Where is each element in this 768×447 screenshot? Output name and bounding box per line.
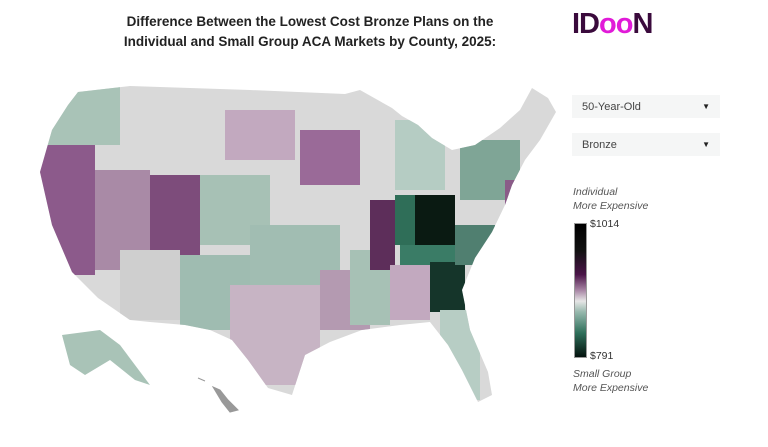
age-select[interactable]: 50-Year-Old ▼ bbox=[572, 95, 720, 118]
legend-max-label: $1014 bbox=[590, 218, 620, 230]
chevron-down-icon: ▼ bbox=[702, 102, 710, 111]
legend-bottom-label: Small Group More Expensive bbox=[573, 368, 649, 394]
legend-top-label: Individual More Expensive bbox=[573, 186, 649, 212]
title-line-2: Individual and Small Group ACA Markets b… bbox=[123, 34, 497, 49]
legend-min-label: $791 bbox=[590, 350, 614, 362]
age-select-value: 50-Year-Old bbox=[582, 100, 641, 113]
chevron-down-icon: ▼ bbox=[702, 140, 710, 149]
metal-select-value: Bronze bbox=[582, 138, 617, 151]
metal-level-select[interactable]: Bronze ▼ bbox=[572, 133, 720, 156]
title-line-1: Difference Between the Lowest Cost Bronz… bbox=[126, 14, 494, 29]
hawaii bbox=[197, 377, 239, 413]
alaska bbox=[62, 330, 150, 385]
color-scale-bar bbox=[574, 223, 587, 358]
lower-48-states bbox=[40, 86, 556, 402]
ideon-logo: IDooN bbox=[572, 8, 653, 40]
chart-title: Difference Between the Lowest Cost Bronz… bbox=[100, 12, 520, 52]
